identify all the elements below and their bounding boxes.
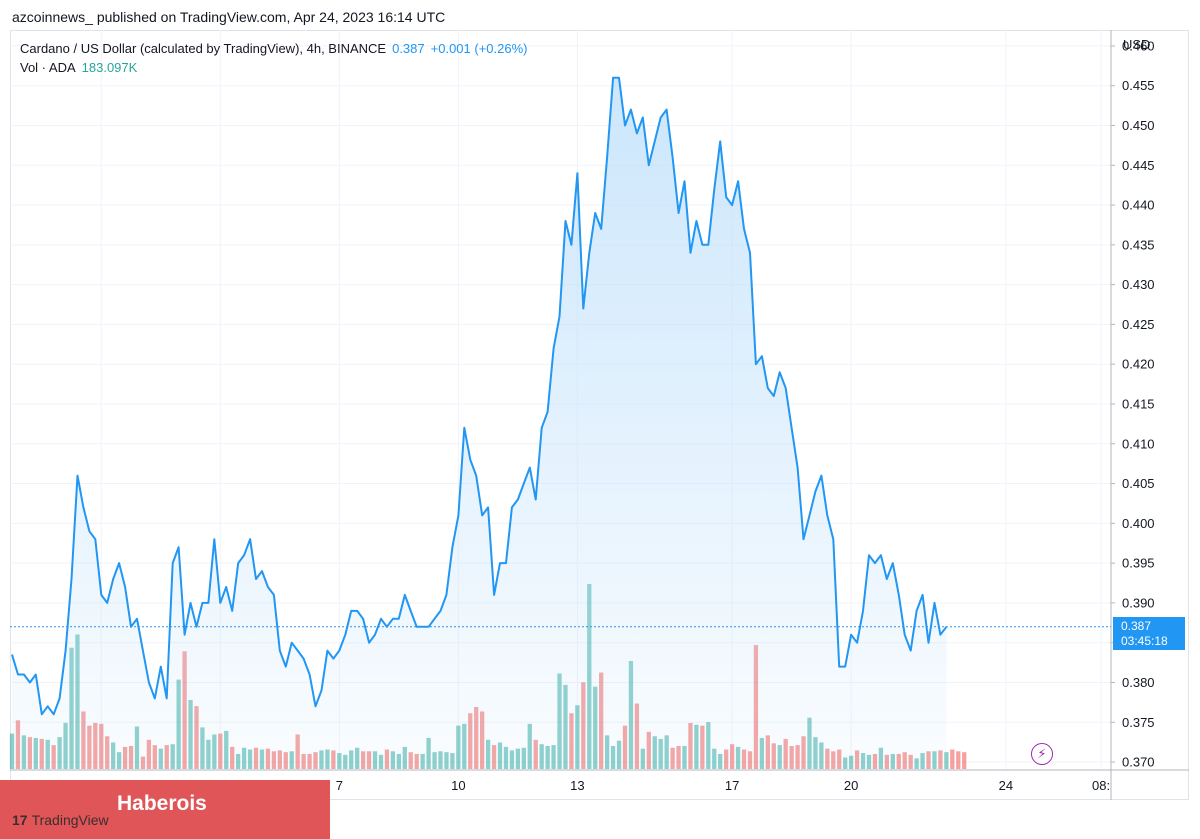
y-tick-label: 0.400: [1122, 516, 1155, 531]
y-tick-label: 0.375: [1122, 715, 1155, 730]
price-area: [12, 77, 947, 770]
x-tick-label: 10: [451, 778, 465, 793]
x-tick-label: 24: [999, 778, 1013, 793]
y-tick-label: 0.425: [1122, 317, 1155, 332]
y-tick-label: 0.435: [1122, 237, 1155, 252]
last-price-value: 0.387: [1121, 619, 1152, 633]
legend-change: +0.001 (+0.26%): [430, 41, 528, 56]
legend-volume-value: 183.097K: [81, 60, 138, 75]
y-tick-label: 0.460: [1122, 38, 1155, 53]
chart-frame[interactable]: [10, 30, 1189, 800]
chart-legend: Cardano / US Dollar (calculated by Tradi…: [20, 39, 528, 77]
x-tick-label: 08:: [1092, 778, 1110, 793]
last-price-tag: 0.387 03:45:18: [1113, 617, 1185, 650]
tradingview-logo-text: TradingView: [31, 812, 109, 828]
y-tick-label: 0.395: [1122, 556, 1155, 571]
publisher-line: azcoinnews_ published on TradingView.com…: [12, 9, 446, 25]
price-line: [11, 76, 948, 716]
lightning-icon[interactable]: ⚡: [1031, 743, 1053, 765]
volume-bar: [962, 752, 967, 769]
bar-countdown: 03:45:18: [1121, 634, 1168, 648]
x-tick-label: 7: [336, 778, 343, 793]
y-tick-label: 0.445: [1122, 158, 1155, 173]
watermark-text: Haberois: [117, 792, 207, 815]
tradingview-logo: 17 TradingView: [12, 812, 109, 828]
x-tick-label: 17: [725, 778, 739, 793]
legend-symbol[interactable]: Cardano / US Dollar (calculated by Tradi…: [20, 41, 387, 56]
y-tick-label: 0.415: [1122, 396, 1155, 411]
volume-bar: [950, 749, 955, 769]
watermark-banner: Haberois 17 TradingView: [0, 780, 330, 839]
volume-bar: [956, 751, 961, 769]
y-tick-label: 0.430: [1122, 277, 1155, 292]
y-tick-label: 0.390: [1122, 595, 1155, 610]
y-tick-label: 0.370: [1122, 755, 1155, 770]
y-tick-label: 0.450: [1122, 118, 1155, 133]
y-tick-label: 0.380: [1122, 675, 1155, 690]
tradingview-logo-icon: 17: [12, 812, 28, 828]
x-tick-label: 13: [570, 778, 584, 793]
y-tick-label: 0.420: [1122, 357, 1155, 372]
y-tick-label: 0.440: [1122, 198, 1155, 213]
x-tick-label: 20: [844, 778, 858, 793]
y-tick-label: 0.405: [1122, 476, 1155, 491]
y-tick-label: 0.410: [1122, 436, 1155, 451]
legend-volume-label[interactable]: Vol · ADA: [20, 60, 76, 75]
price-axis-unit[interactable]: USD: [1123, 37, 1151, 52]
legend-last-price: 0.387: [392, 41, 425, 56]
y-tick-label: 0.455: [1122, 78, 1155, 93]
